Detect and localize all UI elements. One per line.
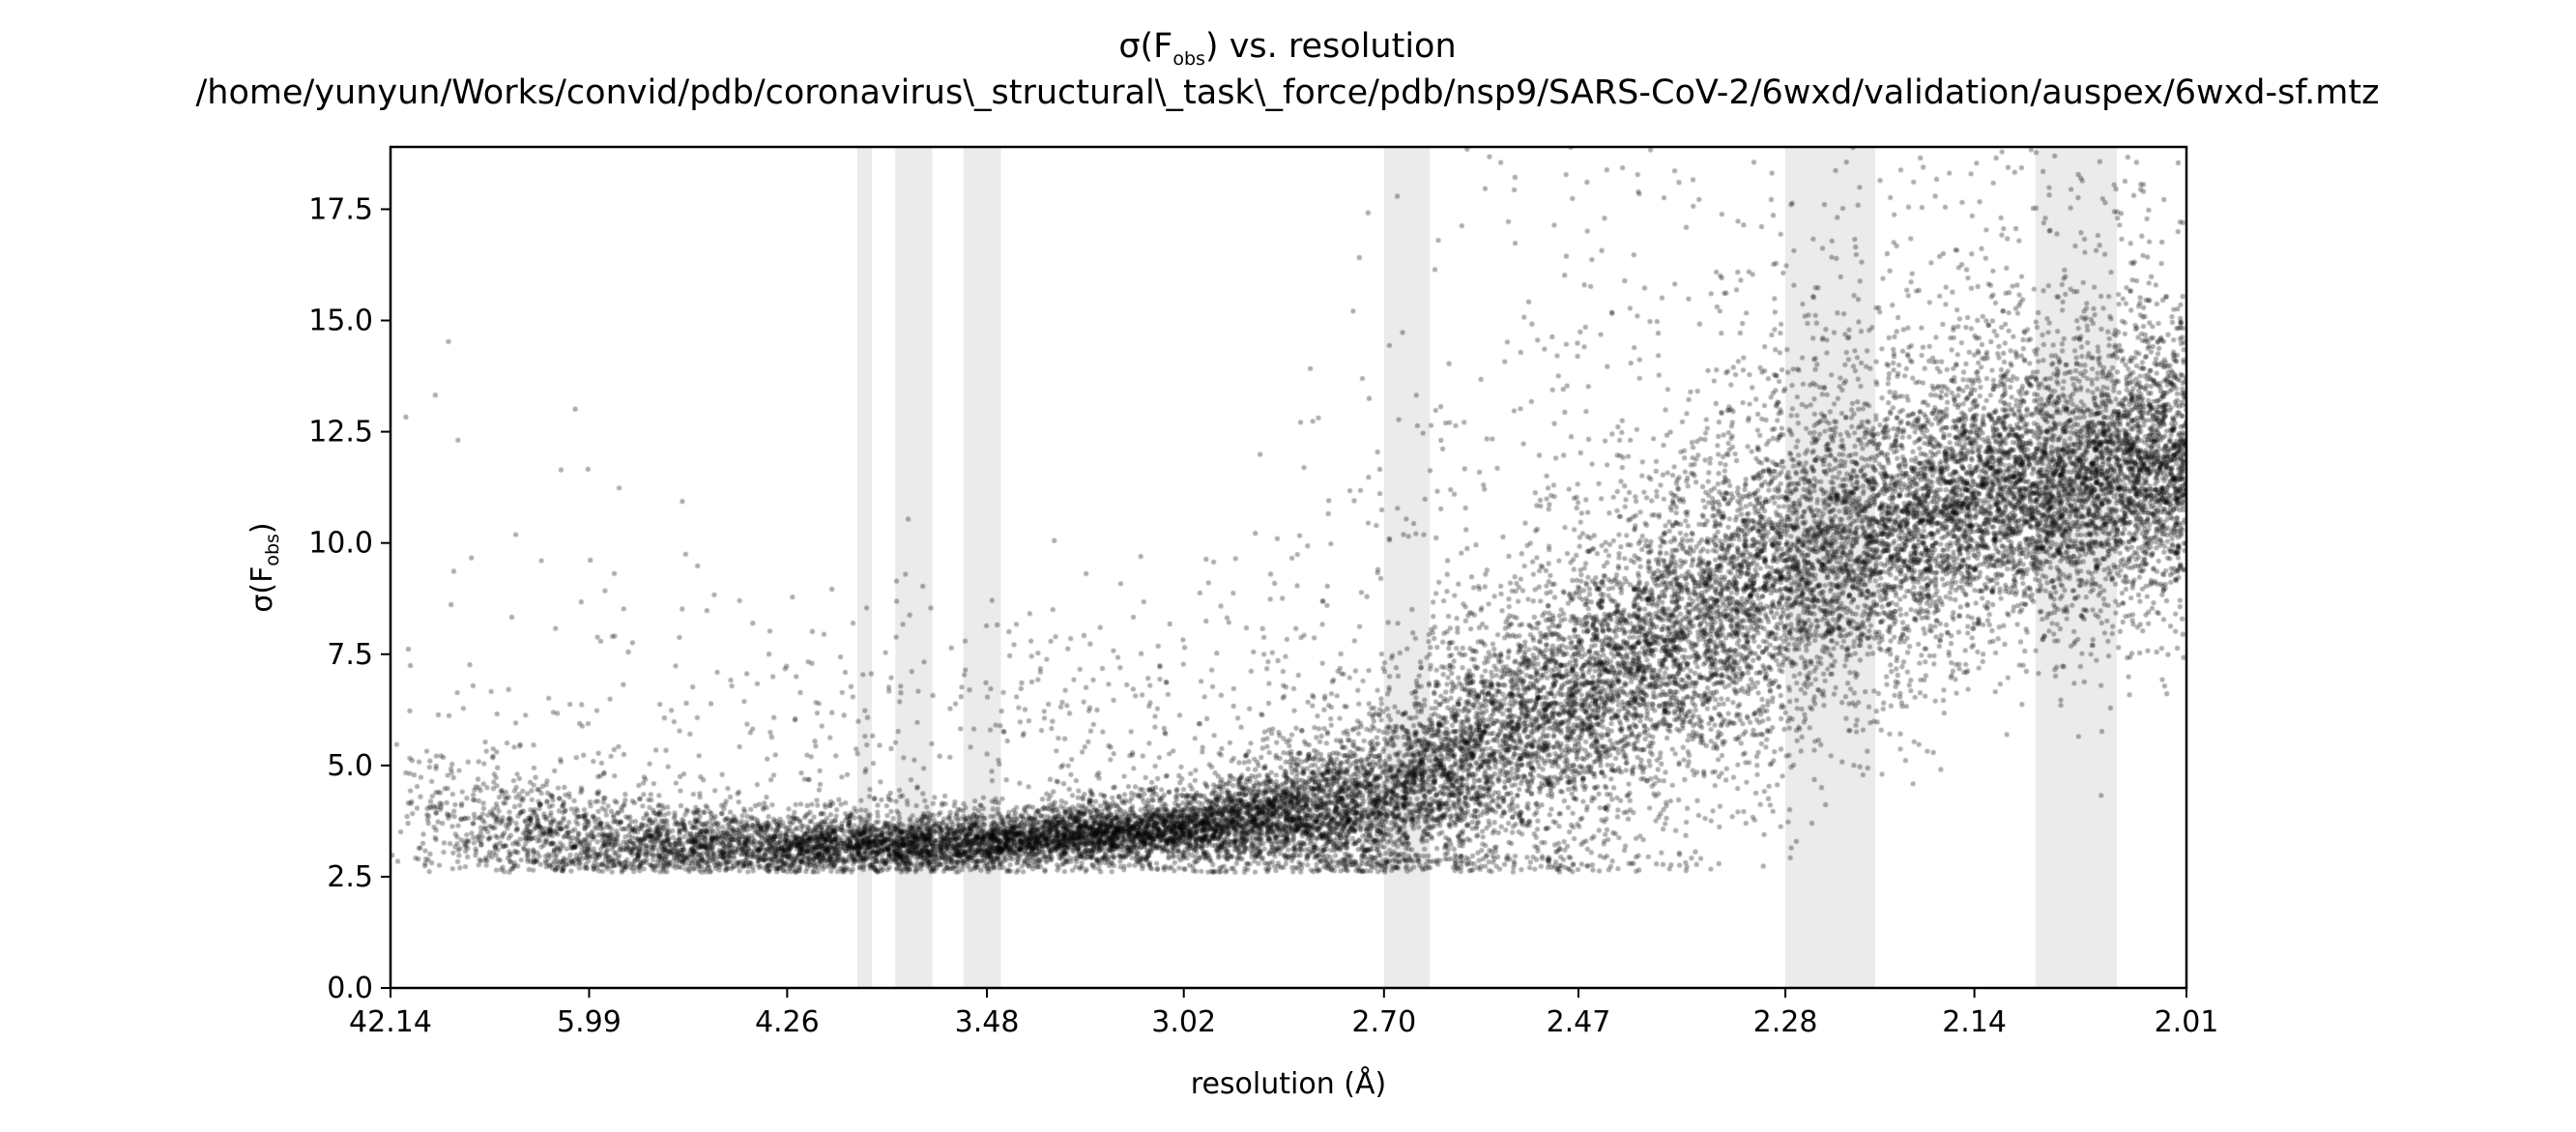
title-subscript: obs bbox=[1172, 48, 1205, 70]
y-tick-label: 0.0 bbox=[327, 972, 373, 1005]
title-pre: σ(F bbox=[1118, 27, 1172, 66]
y-tick-label: 5.0 bbox=[327, 749, 373, 783]
x-axis-label: resolution (Å) bbox=[1191, 1066, 1386, 1101]
x-tick-label: 42.14 bbox=[349, 1005, 432, 1039]
x-axis-ticks: 42.14 5.99 4.26 3.48 3.02 2.70 2.47 2.28 2.14 2.0… bbox=[349, 988, 2218, 1039]
chart-title-line2: /home/yunyun/Works/convid/pdb/coronaviru… bbox=[196, 73, 2380, 112]
y-tick-label: 12.5 bbox=[308, 416, 373, 450]
scatter-points-layer bbox=[391, 147, 2186, 988]
x-tick-label: 2.01 bbox=[2155, 1005, 2219, 1039]
x-tick-label: 4.26 bbox=[755, 1005, 820, 1039]
y-tick-label: 15.0 bbox=[308, 305, 373, 338]
x-tick-label: 2.70 bbox=[1351, 1005, 1416, 1039]
y-axis-ticks: 0.0 2.5 5.0 7.5 10.0 12.5 15.0 17.5 bbox=[308, 192, 391, 1005]
plot-frame bbox=[389, 145, 2188, 990]
x-tick-label: 2.28 bbox=[1753, 1005, 1818, 1039]
x-tick-label: 2.47 bbox=[1547, 1005, 1611, 1039]
x-tick-label: 3.02 bbox=[1151, 1005, 1216, 1039]
y-axis-label: σ(Fobs) bbox=[246, 522, 283, 612]
y-tick-label: 2.5 bbox=[327, 860, 373, 894]
x-tick-label: 5.99 bbox=[557, 1005, 622, 1039]
y-tick-label: 7.5 bbox=[327, 638, 373, 672]
chart-title-line1: σ(Fobs) vs. resolution bbox=[1118, 27, 1456, 70]
x-tick-label: 3.48 bbox=[955, 1005, 1020, 1039]
title-post: ) vs. resolution bbox=[1205, 27, 1457, 66]
y-tick-label: 17.5 bbox=[308, 192, 373, 226]
x-tick-label: 2.14 bbox=[1942, 1005, 2007, 1039]
y-tick-label: 10.0 bbox=[308, 527, 373, 561]
